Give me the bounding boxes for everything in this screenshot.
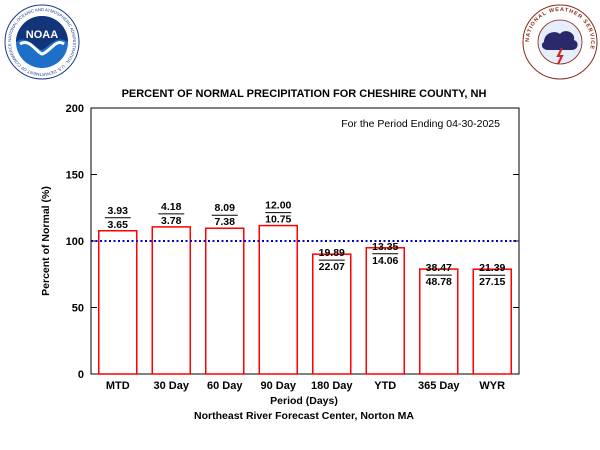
bar-series: 3.93 3.65 4.18 3.78 8.09 7.38 12.00 10.75 19.89 2… [98, 200, 512, 375]
normal-label: 10.75 [265, 214, 291, 226]
observed-label: 13.35 [372, 241, 398, 253]
bar [472, 268, 512, 375]
bar [365, 247, 405, 375]
x-tick-label: 365 Day [418, 380, 460, 392]
normal-label: 14.06 [372, 255, 398, 267]
normal-label: 3.78 [161, 215, 182, 227]
normal-label: 3.65 [108, 219, 129, 231]
noaa-logo: NOAA NATIONAL OCEANIC AND ATMOSPHERIC AD… [4, 4, 80, 80]
normal-label: 22.07 [319, 261, 345, 273]
chart-subtitle: For the Period Ending 04-30-2025 [341, 118, 500, 130]
observed-label: 38.47 [426, 262, 452, 274]
x-tick-label: YTD [374, 380, 396, 392]
observed-label: 12.00 [265, 200, 291, 212]
chart-title: PERCENT OF NORMAL PRECIPITATION FOR CHES… [122, 88, 487, 100]
x-tick-label: 30 Day [154, 380, 190, 392]
y-tick-label: 0 [78, 369, 84, 381]
y-tick-label: 100 [66, 236, 84, 248]
observed-label: 21.39 [479, 262, 505, 274]
noaa-logo-text: NOAA [26, 29, 58, 41]
footer-credit: Northeast River Forecast Center, Norton … [194, 410, 414, 422]
bar [312, 253, 352, 375]
bar [258, 224, 298, 375]
normal-label: 48.78 [426, 276, 452, 288]
observed-label: 3.93 [108, 205, 129, 217]
nws-logo: NATIONAL WEATHER SERVICE [522, 4, 598, 80]
x-axis: MTD 30 Day 60 Day 90 Day 180 Day YTD 365 Day WY… [106, 380, 505, 392]
y-axis: 0 50 100 150 200 [66, 103, 519, 381]
x-tick-label: MTD [106, 380, 130, 392]
bar [205, 227, 245, 375]
y-tick-label: 150 [66, 170, 84, 182]
observed-label: 4.18 [161, 201, 182, 213]
x-tick-label: 60 Day [207, 380, 243, 392]
observed-label: 19.89 [319, 247, 345, 259]
x-tick-label: WYR [479, 380, 505, 392]
bar [151, 226, 191, 375]
normal-label: 7.38 [215, 216, 236, 228]
bar [419, 268, 459, 375]
x-tick-label: 180 Day [311, 380, 353, 392]
normal-label: 27.15 [479, 276, 505, 288]
x-tick-label: 90 Day [261, 380, 297, 392]
y-tick-label: 200 [66, 103, 84, 115]
y-axis-label: Percent of Normal (%) [40, 186, 52, 296]
observed-label: 8.09 [215, 202, 236, 214]
x-axis-label: Period (Days) [270, 395, 338, 407]
y-tick-label: 50 [72, 303, 84, 315]
bar [98, 230, 138, 375]
